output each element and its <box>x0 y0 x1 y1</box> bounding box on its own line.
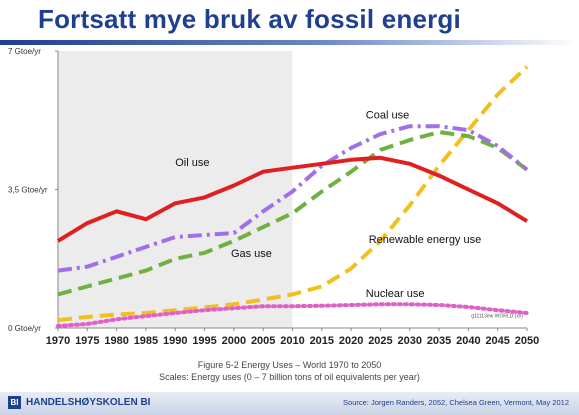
x-tick-label: 2025 <box>368 335 392 347</box>
footer-bar <box>0 392 579 415</box>
x-tick-label: 2035 <box>427 335 451 347</box>
source-note: Source: Jorgen Randers, 2052, Chelsea Gr… <box>343 398 569 407</box>
school-name: HANDELSHØYSKOLEN BI <box>26 397 151 408</box>
x-tick-label: 2045 <box>485 335 509 347</box>
series-line-oil-use <box>56 155 529 243</box>
y-tick-label: 3,5 Gtoe/yr <box>8 186 48 195</box>
x-tick-label: 2000 <box>222 335 246 347</box>
x-tick-label: 2010 <box>280 335 304 347</box>
x-tick-label: 2030 <box>398 335 422 347</box>
bi-logo: BI <box>8 396 21 409</box>
historical-shading <box>58 51 293 328</box>
y-tick-label: 7 Gtoe/yr <box>8 47 41 56</box>
figure-caption: Figure 5-2 Energy Uses – World 1970 to 2… <box>197 360 382 370</box>
x-tick-label: 2015 <box>310 335 334 347</box>
series-label-renewable-energy-use: Renewable energy use <box>369 234 482 246</box>
x-tick-label: 2050 <box>515 335 539 347</box>
y-tick-label: 0 Gtoe/yr <box>8 324 41 333</box>
series-line-nuclear-use <box>56 302 529 328</box>
x-tick-label: 1990 <box>163 335 187 347</box>
x-tick-label: 1975 <box>75 335 99 347</box>
series-line-coal-use <box>57 124 529 273</box>
series-line-renewable-energy-use <box>57 65 529 323</box>
series-label-nuclear-use: Nuclear use <box>366 288 425 300</box>
x-tick-label: 2020 <box>339 335 363 347</box>
figure-scales-note: Scales: Energy uses (0 – 7 billion tons … <box>159 372 420 382</box>
series-line-gas-use <box>57 130 529 297</box>
series-label-oil-use: Oil use <box>175 157 209 169</box>
x-tick-label: 1985 <box>134 335 158 347</box>
x-tick-label: 1980 <box>104 335 128 347</box>
slide-title: Fortsatt mye bruk av fossil energi <box>38 4 461 34</box>
x-tick-label: 1970 <box>46 335 70 347</box>
title-rule <box>0 40 579 45</box>
chart-code-note: g11113ew WORLD (xx) <box>471 314 523 320</box>
series-label-coal-use: Coal use <box>366 109 409 121</box>
x-tick-label: 2005 <box>251 335 275 347</box>
x-tick-label: 2040 <box>456 335 480 347</box>
series-label-gas-use: Gas use <box>231 248 272 260</box>
x-tick-label: 1995 <box>192 335 216 347</box>
